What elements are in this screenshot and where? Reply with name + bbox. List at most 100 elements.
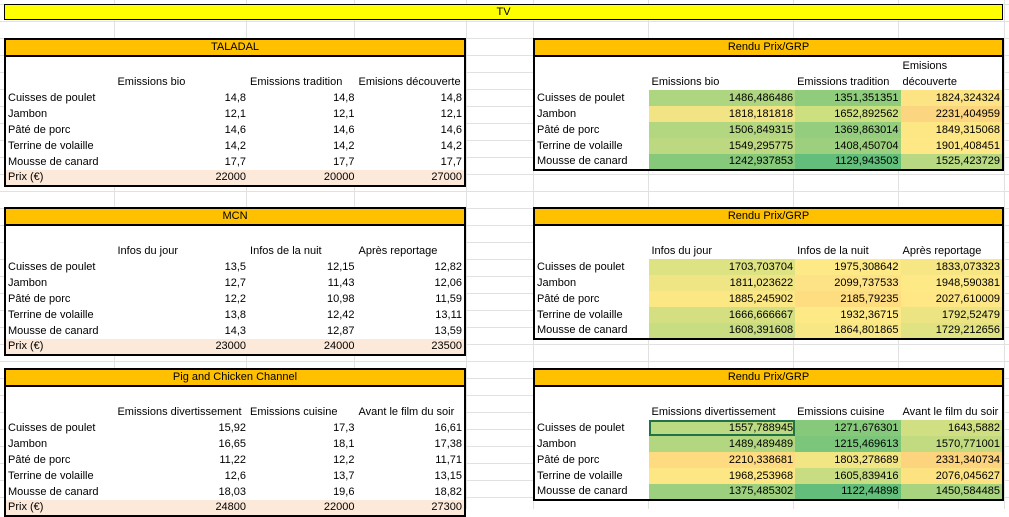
- price-cell[interactable]: 27300: [356, 500, 465, 516]
- value-cell[interactable]: 16,61: [434, 421, 462, 434]
- row-label-cell[interactable]: Cuisses de poulet: [8, 421, 96, 434]
- value-cell[interactable]: 11,22: [219, 453, 247, 466]
- row-label-cell[interactable]: Mousse de canard: [8, 485, 99, 498]
- value-cell[interactable]: 17,3: [333, 421, 355, 434]
- value-cell[interactable]: 18,03: [218, 485, 247, 498]
- column-header[interactable]: [534, 56, 649, 90]
- value-cell[interactable]: 1242,937853: [649, 154, 796, 170]
- value-cell[interactable]: 12,1: [440, 107, 462, 120]
- column-header[interactable]: Emissions divertissement: [651, 406, 776, 418]
- price-cell[interactable]: 20000: [248, 170, 357, 186]
- value-cell[interactable]: 14,8: [333, 91, 355, 104]
- value-cell[interactable]: 1525,423729: [900, 154, 1003, 170]
- row-label-cell[interactable]: Jambon: [8, 276, 48, 289]
- row-label-cell[interactable]: Jambon: [537, 437, 577, 450]
- row-label-cell[interactable]: Pâté de porc: [537, 123, 600, 136]
- column-header[interactable]: [5, 56, 115, 90]
- price-cell[interactable]: 22000: [115, 170, 249, 186]
- price-cell[interactable]: 24000: [248, 339, 357, 355]
- value-cell[interactable]: 1489,489489: [649, 436, 796, 452]
- row-label-cell[interactable]: Jambon: [537, 276, 577, 289]
- value-cell[interactable]: 1818,181818: [649, 106, 796, 122]
- column-header[interactable]: Emissions cuisine: [797, 406, 885, 418]
- value-cell[interactable]: 2027,610009: [900, 291, 1003, 307]
- value-cell[interactable]: 2231,404959: [900, 106, 1003, 122]
- table-title[interactable]: Pig and Chicken Channel: [5, 369, 465, 387]
- value-cell[interactable]: 1792,52479: [900, 307, 1003, 323]
- row-label-cell[interactable]: Terrine de volaille: [537, 469, 623, 482]
- value-cell[interactable]: 14,2: [333, 139, 355, 152]
- value-cell[interactable]: 14,2: [440, 139, 462, 152]
- table-title[interactable]: MCN: [5, 208, 465, 226]
- value-cell[interactable]: 1369,863014: [795, 122, 901, 138]
- column-header[interactable]: Infos de la nuit: [250, 245, 322, 257]
- value-cell[interactable]: 17,7: [224, 155, 247, 168]
- value-cell[interactable]: 13,11: [435, 308, 462, 321]
- value-cell[interactable]: 1605,839416: [795, 468, 901, 484]
- column-header[interactable]: [534, 225, 649, 259]
- value-cell[interactable]: 1215,469613: [795, 436, 901, 452]
- value-cell[interactable]: 13,7: [333, 469, 355, 482]
- value-cell[interactable]: 17,7: [333, 155, 355, 168]
- price-label-cell[interactable]: Prix (€): [5, 170, 116, 186]
- value-cell[interactable]: 1666,666667: [649, 307, 796, 323]
- value-cell[interactable]: 2185,79235: [795, 291, 901, 307]
- column-header[interactable]: Emissions cuisine: [250, 406, 338, 418]
- value-cell[interactable]: 19,6: [333, 485, 355, 498]
- value-cell[interactable]: 1932,36715: [795, 307, 901, 323]
- value-cell[interactable]: 1408,450704: [795, 138, 901, 154]
- value-cell[interactable]: 12,42: [326, 308, 355, 321]
- value-cell[interactable]: 14,3: [224, 324, 247, 337]
- value-cell[interactable]: 1864,801865: [795, 323, 901, 339]
- column-header[interactable]: Emissions tradition: [250, 76, 343, 88]
- value-cell[interactable]: 1129,943503: [795, 154, 901, 170]
- row-label-cell[interactable]: Terrine de volaille: [537, 139, 623, 152]
- value-cell[interactable]: 1824,324324: [900, 90, 1003, 106]
- value-cell[interactable]: 12,1: [224, 107, 247, 120]
- column-header[interactable]: Emisions découverte: [358, 76, 461, 88]
- row-label-cell[interactable]: Cuisses de poulet: [537, 260, 625, 273]
- column-header[interactable]: [5, 225, 115, 259]
- value-cell[interactable]: 1557,788945: [649, 420, 796, 436]
- value-cell[interactable]: 12,2: [224, 292, 247, 305]
- row-label-cell[interactable]: Jambon: [537, 107, 577, 120]
- value-cell[interactable]: 12,2: [333, 453, 355, 466]
- column-header[interactable]: Emisions découverte: [902, 60, 957, 88]
- value-cell[interactable]: 18,1: [333, 437, 355, 450]
- row-label-cell[interactable]: Pâté de porc: [8, 123, 71, 136]
- value-cell[interactable]: 14,2: [224, 139, 247, 152]
- column-header[interactable]: Emissions tradition: [797, 76, 890, 88]
- price-label-cell[interactable]: Prix (€): [5, 500, 116, 516]
- value-cell[interactable]: 17,7: [440, 155, 462, 168]
- value-cell[interactable]: 1729,212656: [900, 323, 1003, 339]
- row-label-cell[interactable]: Mousse de canard: [537, 485, 628, 497]
- value-cell[interactable]: 2099,737533: [795, 275, 901, 291]
- value-cell[interactable]: 1608,391608: [649, 323, 796, 339]
- value-cell[interactable]: 1271,676301: [795, 420, 901, 436]
- tv-banner[interactable]: TV: [4, 4, 1003, 20]
- value-cell[interactable]: 1975,308642: [795, 259, 901, 275]
- value-cell[interactable]: 14,8: [224, 91, 247, 104]
- row-label-cell[interactable]: Mousse de canard: [8, 155, 99, 168]
- value-cell[interactable]: 14,8: [440, 91, 462, 104]
- value-cell[interactable]: 12,1: [333, 107, 355, 120]
- value-cell[interactable]: 12,82: [434, 260, 462, 273]
- value-cell[interactable]: 1833,073323: [900, 259, 1003, 275]
- column-header[interactable]: [5, 386, 115, 420]
- column-header[interactable]: [534, 386, 649, 420]
- value-cell[interactable]: 12,87: [326, 324, 355, 337]
- price-cell[interactable]: 24800: [115, 500, 249, 516]
- column-header[interactable]: Infos de la nuit: [797, 245, 869, 257]
- column-header[interactable]: Emissions bio: [117, 76, 186, 88]
- value-cell[interactable]: 17,38: [434, 437, 462, 450]
- row-label-cell[interactable]: Terrine de volaille: [8, 139, 94, 152]
- value-cell[interactable]: 1351,351351: [795, 90, 901, 106]
- price-cell[interactable]: 22000: [248, 500, 357, 516]
- value-cell[interactable]: 1450,584485: [900, 484, 1003, 500]
- row-label-cell[interactable]: Cuisses de poulet: [8, 91, 96, 104]
- row-label-cell[interactable]: Mousse de canard: [537, 155, 628, 167]
- column-header[interactable]: Après reportage: [902, 245, 982, 257]
- column-header[interactable]: Infos du jour: [117, 245, 179, 257]
- row-label-cell[interactable]: Terrine de volaille: [537, 308, 623, 321]
- value-cell[interactable]: 1506,849315: [649, 122, 796, 138]
